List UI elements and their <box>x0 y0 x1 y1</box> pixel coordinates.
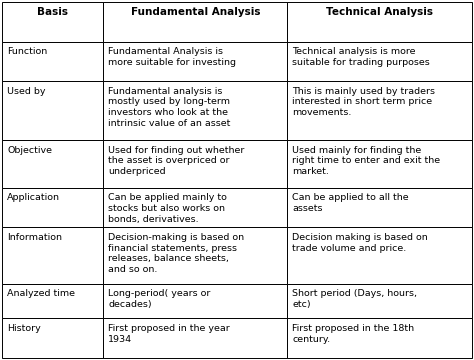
Text: Used by: Used by <box>7 87 46 96</box>
Bar <box>103 2 287 41</box>
Bar <box>2 140 103 188</box>
Bar <box>103 188 287 228</box>
Bar <box>2 284 103 319</box>
Text: First proposed in the 18th
century.: First proposed in the 18th century. <box>292 324 414 343</box>
Bar <box>2 41 103 81</box>
Text: Basis: Basis <box>37 7 68 17</box>
Text: Application: Application <box>7 193 60 202</box>
Bar <box>103 140 287 188</box>
Bar <box>287 188 472 228</box>
Bar <box>2 319 103 358</box>
Bar <box>103 228 287 284</box>
Text: Technical Analysis: Technical Analysis <box>326 7 433 17</box>
Text: Short period (Days, hours,
etc): Short period (Days, hours, etc) <box>292 289 417 309</box>
Text: Can be applied to all the
assets: Can be applied to all the assets <box>292 193 409 213</box>
Text: First proposed in the year
1934: First proposed in the year 1934 <box>108 324 230 343</box>
Bar <box>2 2 103 41</box>
Text: Long-period( years or
decades): Long-period( years or decades) <box>108 289 210 309</box>
Bar <box>287 81 472 140</box>
Bar <box>287 140 472 188</box>
Text: Analyzed time: Analyzed time <box>7 289 75 298</box>
Bar <box>287 228 472 284</box>
Text: Information: Information <box>7 233 62 242</box>
Text: Can be applied mainly to
stocks but also works on
bonds, derivatives.: Can be applied mainly to stocks but also… <box>108 193 227 224</box>
Text: Function: Function <box>7 47 47 56</box>
Text: This is mainly used by traders
interested in short term price
movements.: This is mainly used by traders intereste… <box>292 87 435 117</box>
Bar <box>287 2 472 41</box>
Bar <box>103 284 287 319</box>
Text: History: History <box>7 324 41 333</box>
Text: Fundamental Analysis: Fundamental Analysis <box>131 7 260 17</box>
Text: Fundamental analysis is
mostly used by long-term
investors who look at the
intri: Fundamental analysis is mostly used by l… <box>108 87 230 128</box>
Text: Decision-making is based on
financial statements, press
releases, balance sheets: Decision-making is based on financial st… <box>108 233 244 274</box>
Bar <box>2 188 103 228</box>
Text: Technical analysis is more
suitable for trading purposes: Technical analysis is more suitable for … <box>292 47 430 67</box>
Bar <box>103 81 287 140</box>
Text: Used for finding out whether
the asset is overpriced or
underpriced: Used for finding out whether the asset i… <box>108 146 245 176</box>
Text: Fundamental Analysis is
more suitable for investing: Fundamental Analysis is more suitable fo… <box>108 47 236 67</box>
Text: Decision making is based on
trade volume and price.: Decision making is based on trade volume… <box>292 233 428 253</box>
Bar <box>287 284 472 319</box>
Bar <box>103 41 287 81</box>
Text: Used mainly for finding the
right time to enter and exit the
market.: Used mainly for finding the right time t… <box>292 146 440 176</box>
Bar <box>287 319 472 358</box>
Bar <box>103 319 287 358</box>
Bar <box>2 81 103 140</box>
Text: Objective: Objective <box>7 146 52 155</box>
Bar <box>287 41 472 81</box>
Bar <box>2 228 103 284</box>
